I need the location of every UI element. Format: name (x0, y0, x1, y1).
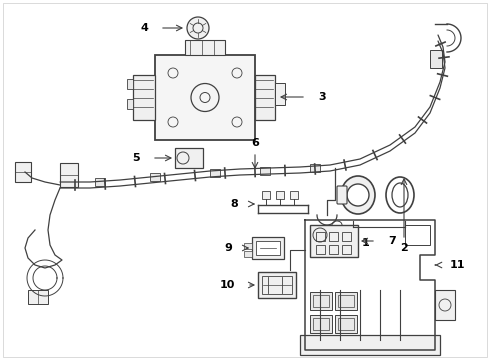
Bar (313, 318, 329, 330)
FancyBboxPatch shape (337, 186, 347, 204)
Bar (28, 290, 48, 304)
Bar (310, 292, 332, 310)
Circle shape (347, 184, 369, 206)
Bar (260, 167, 270, 175)
Bar (275, 83, 285, 105)
Bar (244, 243, 252, 249)
Bar (338, 318, 354, 330)
Bar (127, 99, 133, 109)
Bar (255, 75, 275, 120)
Bar (342, 245, 351, 254)
Text: 3: 3 (318, 92, 326, 102)
Bar (435, 290, 455, 320)
Bar (244, 251, 252, 257)
Bar (335, 315, 357, 333)
Text: 2: 2 (400, 243, 408, 253)
Bar (310, 225, 358, 257)
Bar (316, 245, 325, 254)
Bar (276, 191, 284, 199)
Text: 11: 11 (450, 260, 465, 270)
Text: 6: 6 (251, 138, 259, 148)
Bar (95, 178, 105, 186)
Bar (310, 315, 332, 333)
Bar (258, 272, 296, 298)
Bar (329, 245, 338, 254)
Text: 7: 7 (388, 236, 396, 246)
Text: 5: 5 (132, 153, 140, 163)
Text: 9: 9 (224, 243, 232, 253)
Bar (335, 292, 357, 310)
Bar (290, 191, 298, 199)
Bar (316, 232, 325, 241)
Text: 4: 4 (140, 23, 148, 33)
Bar (405, 225, 430, 245)
Bar (185, 40, 225, 55)
Bar (329, 232, 338, 241)
Circle shape (187, 17, 209, 39)
Bar (60, 163, 78, 187)
Bar (252, 237, 284, 259)
Ellipse shape (341, 176, 375, 214)
Text: 1: 1 (362, 238, 370, 248)
Bar (150, 173, 160, 181)
Bar (262, 276, 292, 294)
Bar (175, 148, 203, 168)
Text: 8: 8 (230, 199, 238, 209)
Bar (310, 164, 320, 172)
Text: 10: 10 (220, 280, 235, 290)
Bar (210, 169, 220, 177)
Bar (256, 241, 280, 255)
Bar (338, 295, 354, 307)
Bar (430, 50, 442, 68)
Bar (15, 162, 31, 182)
Bar (300, 335, 440, 355)
Bar (155, 55, 255, 140)
Bar (262, 191, 270, 199)
Bar (133, 75, 155, 120)
Bar (342, 232, 351, 241)
Bar (313, 295, 329, 307)
Bar (127, 79, 133, 89)
